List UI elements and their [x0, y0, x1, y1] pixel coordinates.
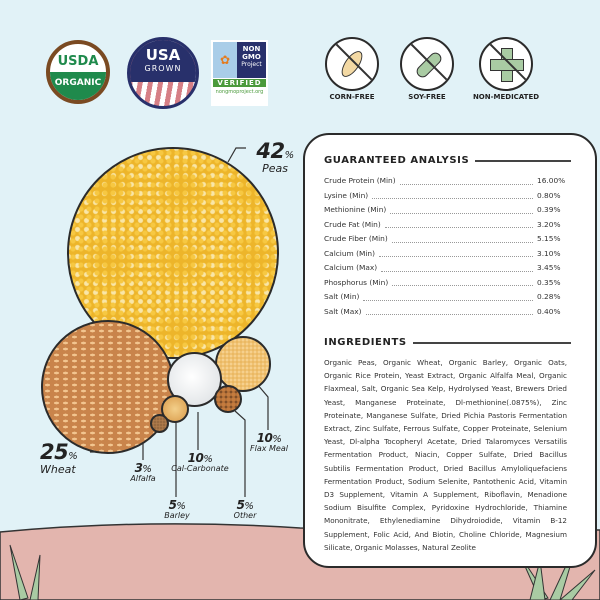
label-other: 5% Other	[228, 498, 262, 521]
ingredients-list: Organic Peas, Organic Wheat, Organic Bar…	[324, 358, 567, 552]
label-cal-carbonate: 10% Cal-Carbonate	[170, 451, 230, 474]
non-medicated-label: NON-MEDICATED	[472, 93, 540, 101]
ingredient-name: Wheat	[40, 463, 76, 477]
usa-grown-badge: USA GROWN	[127, 37, 199, 109]
pct-value: 10	[187, 451, 204, 465]
row-label: Crude Protein (Min)	[324, 176, 396, 185]
pct-sign: %	[176, 501, 186, 512]
gmo-text: GMO	[242, 53, 261, 61]
row-label: Salt (Max)	[324, 306, 362, 316]
analysis-row: Salt (Min) 0.28%	[324, 290, 577, 305]
project-text: Project	[241, 61, 262, 68]
analysis-row: Phosphorus (Min) 0.35%	[324, 276, 577, 291]
usda-organic-badge: USDA ORGANIC	[46, 40, 110, 104]
pct-value: 5	[168, 498, 177, 512]
analysis-row: Lysine (Min) 0.80%	[324, 189, 577, 204]
analysis-table: Crude Protein (Min) 16.00% Lysine (Min) 0.…	[324, 174, 577, 319]
row-value: 0.80%	[537, 190, 561, 200]
row-value: 0.39%	[537, 205, 561, 214]
peas-image	[67, 147, 279, 359]
wheat-image	[41, 320, 175, 454]
usa-text: USA	[145, 46, 181, 64]
butterfly-icon: ✿	[213, 42, 237, 78]
row-value: 3.45%	[537, 263, 561, 272]
row-label: Crude Fat (Min)	[324, 219, 381, 229]
url-text: nongmoproject.org	[215, 89, 264, 95]
corn-icon	[325, 37, 379, 91]
pct-sign: %	[142, 464, 152, 475]
verified-text: VERIFIED	[213, 79, 266, 87]
analysis-row: Crude Fiber (Min) 5.15%	[324, 232, 577, 247]
row-value: 0.40%	[537, 306, 561, 316]
row-label: Salt (Min)	[324, 292, 360, 301]
label-barley: 5% Barley	[160, 498, 194, 521]
corn-free-label: CORN-FREE	[329, 93, 375, 101]
ingredient-name: Other	[233, 511, 257, 521]
non-text: NON	[242, 45, 261, 53]
analysis-row: Salt (Max) 0.40%	[324, 305, 577, 320]
plant-icon	[9, 539, 596, 600]
pct-value: 10	[256, 431, 273, 445]
label-flax-meal: 10% Flax Meal	[243, 431, 295, 454]
pct-value: 25	[40, 440, 69, 464]
row-label: Calcium (Max)	[324, 263, 378, 272]
soybean-icon	[400, 37, 454, 91]
label-wheat: 25% Wheat	[40, 440, 90, 477]
row-label: Phosphorus (Min)	[324, 277, 389, 287]
pct-sign: %	[68, 451, 78, 462]
analysis-row: Crude Fat (Min) 3.20%	[324, 218, 577, 233]
pct-value: 5	[236, 498, 245, 512]
ingredient-name: Alfalfa	[130, 474, 156, 484]
pct-value: 3	[134, 461, 143, 475]
flax-meal-image	[215, 336, 271, 392]
analysis-heading: GUARANTEED ANALYSIS	[324, 155, 577, 166]
row-label: Lysine (Min)	[324, 190, 369, 200]
analysis-row: Methionine (Min) 0.39%	[324, 203, 577, 218]
corn-free-badge: CORN-FREE	[322, 37, 382, 101]
row-value: 16.00%	[537, 176, 566, 185]
pct-sign: %	[284, 150, 295, 161]
soy-free-label: SOY-FREE	[408, 93, 446, 101]
soy-free-badge: SOY-FREE	[397, 37, 457, 101]
ingredients-heading: INGREDIENTS	[324, 337, 577, 348]
alfalfa-image	[150, 414, 169, 433]
row-value: 5.15%	[537, 234, 561, 243]
row-label: Methionine (Min)	[324, 205, 387, 214]
pct-sign: %	[272, 434, 282, 445]
ingredient-name: Barley	[164, 511, 190, 521]
other-image	[214, 385, 242, 413]
analysis-row: Calcium (Max) 3.45%	[324, 261, 577, 276]
ingredient-name: Cal-Carbonate	[171, 464, 229, 474]
row-value: 3.10%	[537, 248, 561, 258]
ingredient-name: Flax Meal	[250, 444, 288, 454]
pct-sign: %	[244, 501, 254, 512]
label-peas: 42% Peas	[250, 139, 300, 176]
analysis-row: Crude Protein (Min) 16.00%	[324, 174, 577, 189]
analysis-row: Calcium (Min) 3.10%	[324, 247, 577, 262]
row-label: Calcium (Min)	[324, 248, 375, 258]
nutrition-card: GUARANTEED ANALYSIS Crude Protein (Min) 1…	[303, 133, 597, 568]
medical-cross-icon	[479, 37, 533, 91]
grown-text: GROWN	[144, 64, 182, 73]
non-gmo-badge: ✿ NON GMO Project VERIFIED nongmoproject…	[211, 40, 268, 106]
row-value: 3.20%	[537, 219, 561, 229]
non-medicated-badge: NON-MEDICATED	[466, 37, 546, 101]
row-value: 0.35%	[537, 277, 561, 287]
pct-sign: %	[203, 454, 213, 465]
label-alfalfa: 3% Alfalfa	[126, 461, 160, 484]
ingredient-name: Peas	[262, 162, 288, 176]
usda-text: USDA	[57, 54, 99, 69]
row-value: 0.28%	[537, 292, 561, 301]
pct-value: 42	[256, 139, 285, 163]
row-label: Crude Fiber (Min)	[324, 234, 388, 243]
